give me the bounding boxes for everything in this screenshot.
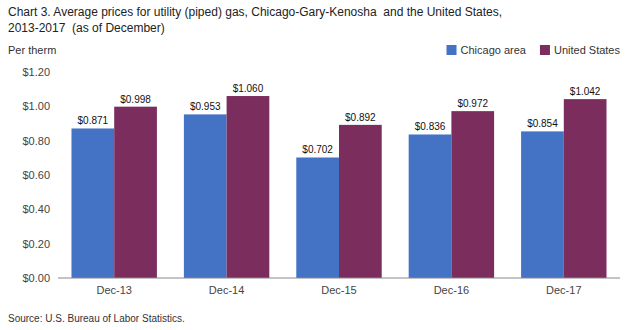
- x-tick-label: Dec-14: [209, 284, 244, 296]
- y-tick-label: $0.80: [22, 135, 50, 147]
- bars: [71, 96, 606, 278]
- y-tick-label: $1.00: [22, 100, 50, 112]
- bar: [71, 128, 114, 278]
- data-label: $0.871: [78, 115, 109, 126]
- bar: [521, 131, 564, 278]
- bar: [296, 157, 339, 278]
- data-labels: $0.871 $0.953 $0.702 $0.836 $0.854 $0.998 $1.0…: [78, 83, 601, 155]
- x-axis-line: [58, 278, 620, 279]
- chart: Chart 3. Average prices for utility (pip…: [0, 0, 633, 330]
- y-tick-label: $1.20: [22, 66, 50, 78]
- bar: [564, 99, 607, 278]
- source: Source: U.S. Bureau of Labor Statistics.: [8, 313, 185, 324]
- data-label: $0.953: [190, 101, 221, 112]
- data-label: $1.060: [233, 83, 264, 94]
- chart-container: Chart 3. Average prices for utility (pip…: [0, 0, 633, 330]
- legend-swatch: [447, 45, 457, 55]
- bar: [114, 107, 157, 278]
- bar: [227, 96, 270, 278]
- y-tick-label: $0.20: [22, 238, 50, 250]
- data-label: $0.972: [457, 98, 488, 109]
- bar: [451, 111, 494, 278]
- legend-swatch: [540, 45, 550, 55]
- legend-label: Chicago area: [461, 44, 527, 56]
- y-tick-label: $0.00: [22, 272, 50, 284]
- data-label: $0.998: [120, 94, 151, 105]
- legend: Chicago area United States: [447, 44, 621, 56]
- x-tick-label: Dec-17: [546, 284, 581, 296]
- legend-label: United States: [554, 44, 621, 56]
- bar: [339, 125, 382, 278]
- data-label: $0.836: [415, 121, 446, 132]
- x-tick-label: Dec-13: [96, 284, 131, 296]
- x-axis: Dec-13 Dec-14 Dec-15 Dec-16 Dec-17: [58, 278, 620, 296]
- legend-item: Chicago area: [447, 44, 527, 56]
- bar: [184, 114, 227, 278]
- title: Chart 3. Average prices for utility (pip…: [8, 5, 502, 19]
- y-tick-label: $0.60: [22, 169, 50, 181]
- data-label: $0.702: [302, 144, 333, 155]
- data-label: $0.892: [345, 112, 376, 123]
- x-tick-label: Dec-16: [434, 284, 469, 296]
- subtitle: 2013-2017 (as of December): [8, 21, 165, 35]
- data-label: $1.042: [570, 86, 601, 97]
- y-axis: $0.00 $0.20 $0.40 $0.60 $0.80 $1.00 $1.20: [22, 66, 50, 284]
- y-axis-label: Per therm: [8, 44, 56, 56]
- y-tick-label: $0.40: [22, 203, 50, 215]
- legend-item: United States: [540, 44, 621, 56]
- data-label: $0.854: [527, 118, 558, 129]
- x-tick-label: Dec-15: [321, 284, 356, 296]
- bar: [409, 134, 452, 278]
